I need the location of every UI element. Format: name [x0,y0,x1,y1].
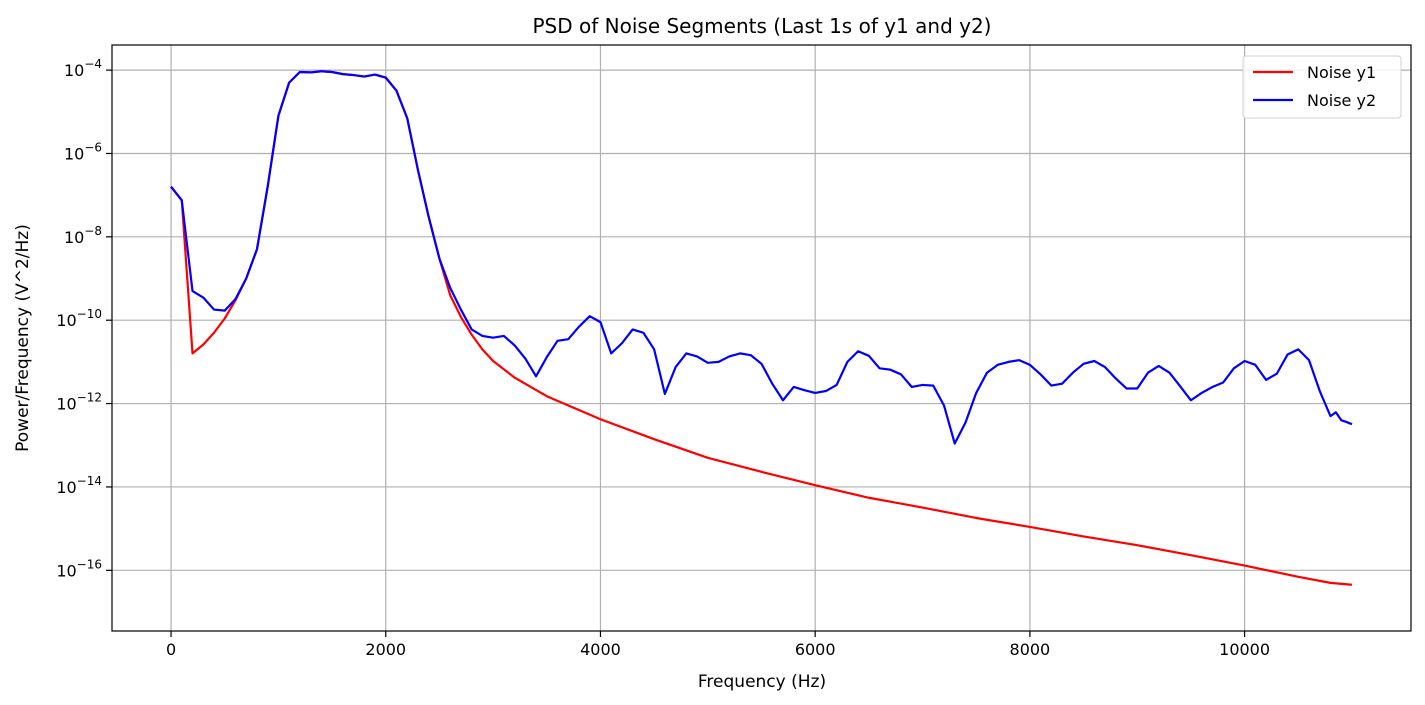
y-axis-label: Power/Frequency (V^2/Hz) [13,224,33,452]
chart-title: PSD of Noise Segments (Last 1s of y1 and… [533,14,992,38]
x-tick-label: 10000 [1219,640,1270,659]
y-tick-exponent: −10 [77,307,102,321]
y-tick-label: 10−16 [56,557,102,580]
y-tick-exponent: −16 [77,557,102,571]
y-tick-base: 10 [56,395,76,414]
x-axis-ticks: 0 2000 4000 6000 8000 10000 [166,631,1270,659]
y-tick-exponent: −4 [84,57,102,71]
legend-label: Noise y1 [1307,63,1376,82]
y-tick-label: 10−4 [64,57,102,80]
y-tick-exponent: −8 [84,224,102,238]
y-tick-base: 10 [56,311,76,330]
y-tick-label: 10−10 [56,307,102,330]
y-tick-base: 10 [64,144,84,163]
grid-lines [112,45,1411,631]
y-tick-base: 10 [64,228,84,247]
x-tick-label: 8000 [1010,640,1051,659]
x-axis-label: Frequency (Hz) [698,672,826,692]
legend-label: Noise y2 [1307,91,1376,110]
y-tick-base: 10 [56,561,76,580]
y-tick-base: 10 [56,478,76,497]
y-tick-exponent: −12 [77,391,102,405]
y-tick-base: 10 [64,61,84,80]
x-tick-label: 0 [166,640,176,659]
y-tick-label: 10−8 [64,224,102,247]
y-tick-label: 10−12 [56,391,102,414]
x-tick-label: 6000 [795,640,836,659]
series-line-noise-y2 [170,70,1353,445]
y-tick-label: 10−14 [56,474,102,497]
plot-frame [111,44,1412,632]
x-tick-label: 4000 [580,640,621,659]
y-tick-label: 10−6 [64,140,102,163]
series-layer [170,70,1353,586]
y-tick-exponent: −6 [84,140,102,154]
x-tick-label: 2000 [365,640,406,659]
legend: Noise y1 Noise y2 [1242,55,1402,119]
y-tick-exponent: −14 [77,474,102,488]
